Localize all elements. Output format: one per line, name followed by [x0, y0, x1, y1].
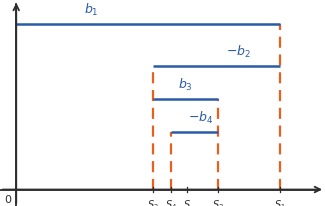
Text: 0: 0	[5, 195, 12, 205]
Text: $b_3$: $b_3$	[178, 77, 193, 93]
Text: $S_3$: $S_3$	[212, 198, 224, 206]
Text: $S_4$: $S_4$	[164, 198, 177, 206]
Text: $S$: $S$	[183, 198, 191, 206]
Text: $b_1$: $b_1$	[84, 1, 98, 18]
Text: $-b_4$: $-b_4$	[188, 110, 214, 126]
Text: $S_1$: $S_1$	[274, 198, 285, 206]
Text: $-b_2$: $-b_2$	[227, 44, 251, 60]
Text: $S_2$: $S_2$	[147, 198, 159, 206]
